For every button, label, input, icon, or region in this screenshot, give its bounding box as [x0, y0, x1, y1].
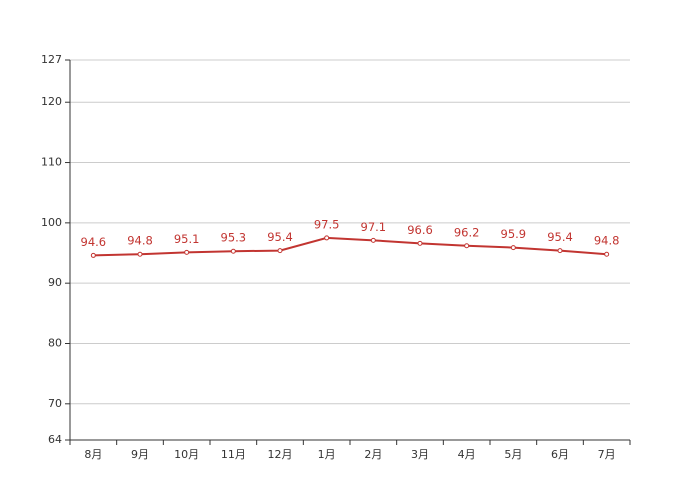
- x-tick-label: 8月: [84, 448, 102, 461]
- x-tick-label: 2月: [364, 448, 382, 461]
- point: [510, 245, 516, 251]
- value-label: 94.6: [81, 235, 107, 249]
- x-tick-label: 5月: [504, 448, 522, 461]
- value-label: 95.4: [547, 230, 573, 244]
- x-tick-label: 12月: [268, 448, 293, 461]
- x-tick-label: 10月: [174, 448, 199, 461]
- point: [230, 248, 236, 254]
- point: [137, 251, 143, 257]
- value-label: 95.3: [221, 231, 247, 245]
- y-tick-label: 110: [41, 156, 62, 169]
- point: [90, 252, 96, 258]
- x-tick-label: 4月: [458, 448, 476, 461]
- x-tick-label: 7月: [598, 448, 616, 461]
- value-label: 95.4: [267, 230, 293, 244]
- point: [464, 243, 470, 249]
- point: [417, 240, 423, 246]
- point: [370, 237, 376, 243]
- y-tick-label: 120: [41, 95, 62, 108]
- value-label: 94.8: [594, 234, 620, 248]
- y-tick-label: 100: [41, 216, 62, 229]
- point: [184, 249, 190, 255]
- x-tick-label: 1月: [318, 448, 336, 461]
- y-tick-label: 70: [48, 397, 62, 410]
- point: [557, 248, 563, 254]
- point: [604, 251, 610, 257]
- y-tick-label: 127: [41, 53, 62, 66]
- y-tick-label: 80: [48, 336, 62, 349]
- x-tick-label: 9月: [131, 448, 149, 461]
- x-tick-label: 6月: [551, 448, 569, 461]
- value-label: 97.5: [314, 217, 340, 231]
- x-tick-label: 11月: [221, 448, 246, 461]
- value-label: 97.1: [361, 220, 387, 234]
- y-tick-label: 64: [48, 433, 62, 446]
- line: [93, 236, 607, 257]
- value-label: 96.6: [407, 223, 433, 237]
- point: [277, 248, 283, 254]
- value-label: 96.2: [454, 225, 480, 239]
- value-label: 94.8: [127, 234, 153, 248]
- y-tick-label: 90: [48, 276, 62, 289]
- value-label: 95.1: [174, 232, 200, 246]
- point: [324, 235, 330, 241]
- x-tick-label: 3月: [411, 448, 429, 461]
- value-label: 95.9: [501, 227, 527, 241]
